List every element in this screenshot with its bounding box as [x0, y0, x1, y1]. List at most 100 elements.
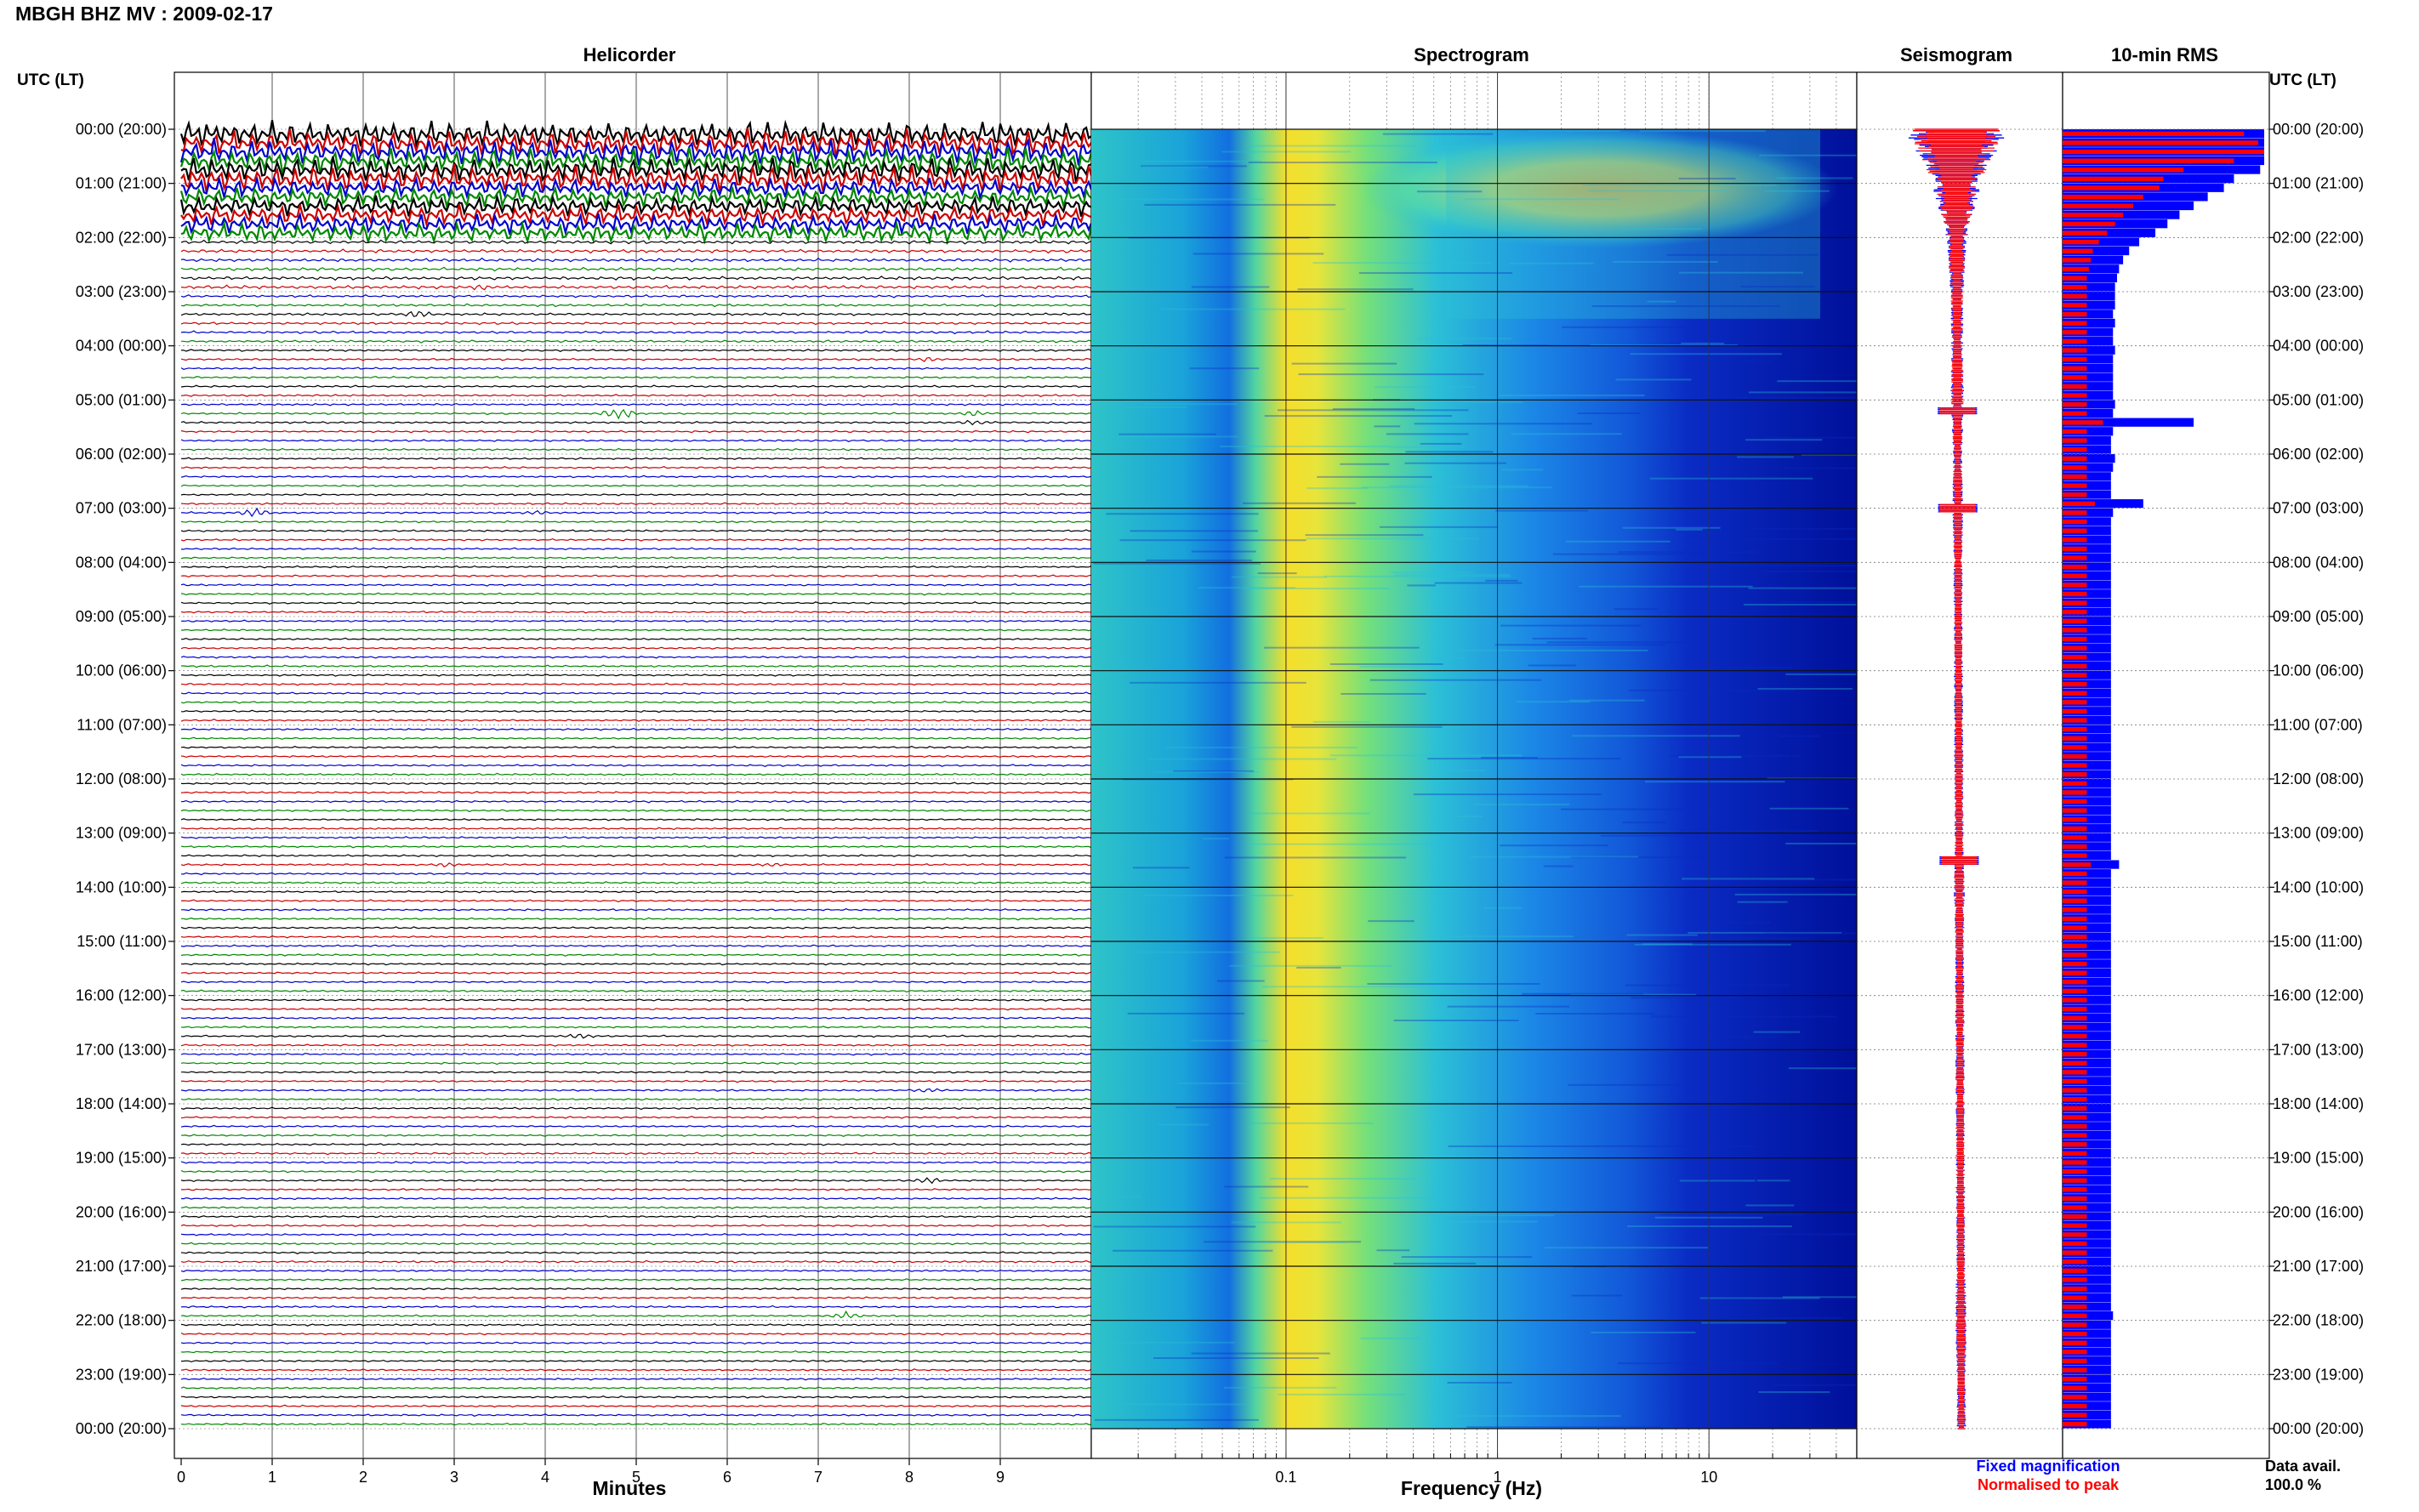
helicorder-trace	[180, 818, 1092, 821]
helicorder-trace	[181, 1071, 1092, 1074]
helicorder-trace	[180, 484, 1092, 487]
spectrogram-noise	[1117, 1403, 1252, 1406]
rms-peak-bar	[2063, 998, 2087, 1003]
rms-peak-bar	[2063, 1106, 2087, 1111]
rms-peak-bar	[2063, 1367, 2087, 1373]
rms-bar	[2063, 372, 2114, 382]
helicorder-trace	[180, 1197, 1092, 1201]
spectrogram-noise	[1323, 575, 1511, 577]
rms-peak-bar	[2063, 1358, 2087, 1364]
spectrogram-noise	[1306, 487, 1369, 490]
rms-peak-bar	[2063, 483, 2087, 488]
right-hour-label: 21:00 (17:00)	[2273, 1258, 2364, 1275]
rms-peak-bar	[2063, 628, 2087, 633]
rms-peak-bar	[2063, 438, 2087, 443]
spectrogram-noise	[1118, 433, 1216, 435]
right-hour-label: 10:00 (06:00)	[2273, 662, 2364, 679]
spectrogram-noise	[1553, 553, 1712, 555]
spectrogram-noise	[1147, 758, 1337, 760]
spectrogram-noise	[1414, 423, 1592, 425]
helicorder-x-tick-label: 9	[996, 1469, 1005, 1486]
rms-peak-bar	[2063, 176, 2164, 182]
rms-peak-bar	[2063, 230, 2108, 236]
rms-peak-bar	[2063, 844, 2087, 850]
spectrogram-noise	[1401, 1256, 1533, 1259]
spectrogram-noise	[1417, 338, 1512, 340]
spectrogram-noise	[1427, 758, 1621, 760]
spectrogram-noise	[1386, 433, 1469, 435]
helicorder-trace	[180, 953, 1092, 957]
rms-peak-bar	[2063, 663, 2087, 669]
rms-peak-bar	[2063, 276, 2087, 281]
rms-peak-bar	[2063, 691, 2087, 696]
seismogram-frame	[1856, 71, 2063, 1459]
spectrogram-noise	[1306, 537, 1478, 540]
spectrogram-noise	[1248, 812, 1371, 815]
rms-bar	[2063, 337, 2114, 346]
helicorder-trace	[180, 926, 1092, 929]
rms-peak-bar	[2063, 1115, 2087, 1120]
helicorder-trace	[181, 1079, 1092, 1083]
rms-peak-bar	[2063, 384, 2087, 389]
rms-peak-bar	[2063, 583, 2087, 588]
helicorder-x-tick-label: 3	[450, 1469, 458, 1486]
helicorder-trace	[181, 628, 1092, 632]
spectrogram-noise	[1745, 1204, 1795, 1207]
helicorder-trace	[180, 1214, 1092, 1219]
spectrogram-noise	[1498, 394, 1645, 396]
rms-peak-bar	[2063, 1331, 2087, 1337]
spectrogram-noise	[1094, 1341, 1236, 1344]
helicorder-trace	[180, 674, 1092, 677]
left-hour-label: 11:00 (07:00)	[77, 716, 167, 733]
rms-peak-bar	[2063, 718, 2087, 723]
rms-peak-bar	[2063, 149, 2264, 155]
spectrogram-noise	[1618, 1362, 1779, 1365]
helicorder-trace	[180, 1016, 1092, 1020]
spectrogram-noise	[1430, 657, 1466, 659]
rms-bar	[2063, 310, 2114, 319]
helicorder-trace	[180, 790, 1092, 794]
left-hour-label: 03:00 (23:00)	[76, 283, 167, 300]
spectrogram-noise	[1625, 984, 1790, 986]
data-availability-label: Data avail.	[2265, 1458, 2341, 1475]
rms-peak-bar	[2063, 952, 2087, 958]
rms-peak-bar	[2063, 790, 2087, 795]
spectrogram-noise	[1544, 1247, 1709, 1249]
spectrogram-noise	[1579, 585, 1753, 588]
helicorder-trace	[180, 574, 1092, 578]
helicorder-trace	[179, 119, 1092, 149]
rms-bar	[2063, 860, 2120, 869]
right-hour-label: 18:00 (14:00)	[2273, 1095, 2364, 1112]
x-axis-title-frequency: Frequency (Hz)	[1401, 1477, 1542, 1499]
rms-peak-bar	[2063, 429, 2087, 435]
helicorder-trace	[181, 908, 1092, 912]
helicorder-trace	[180, 1106, 1092, 1111]
helicorder-trace	[180, 655, 1092, 659]
seismogram-title: Seismogram	[1900, 44, 2012, 65]
spectrogram-noise	[1130, 530, 1259, 532]
helicorder-trace	[180, 447, 1092, 452]
spectrogram-noise	[1278, 1393, 1405, 1395]
rms-peak-bar	[2063, 185, 2160, 190]
rms-peak-bar	[2063, 961, 2087, 967]
spectrogram-noise	[1634, 943, 1791, 946]
spectrogram-noise	[1251, 937, 1323, 940]
rms-peak-bar	[2063, 375, 2087, 380]
rms-peak-bar	[2063, 1340, 2087, 1345]
spectrogram-noise	[1434, 582, 1523, 584]
spectrogram-noise	[1765, 436, 1927, 439]
helicorder-trace	[180, 646, 1092, 650]
helicorder-trace	[180, 1097, 1091, 1101]
spectrogram-noise	[1483, 907, 1523, 909]
spectrogram-noise	[1776, 177, 1853, 179]
spectrogram-noise	[1269, 1178, 1418, 1180]
spectrogram-noise	[1745, 439, 1823, 441]
rms-peak-bar	[2063, 681, 2087, 687]
right-hour-label: 08:00 (04:00)	[2273, 554, 2364, 571]
spectrogram-noise	[1680, 829, 1819, 832]
right-hour-label: 05:00 (01:00)	[2273, 391, 2364, 408]
rms-peak-bar	[2063, 1123, 2087, 1129]
helicorder-trace	[180, 944, 1091, 948]
helicorder-trace	[179, 184, 1092, 210]
spectrogram-noise	[1670, 754, 1801, 757]
